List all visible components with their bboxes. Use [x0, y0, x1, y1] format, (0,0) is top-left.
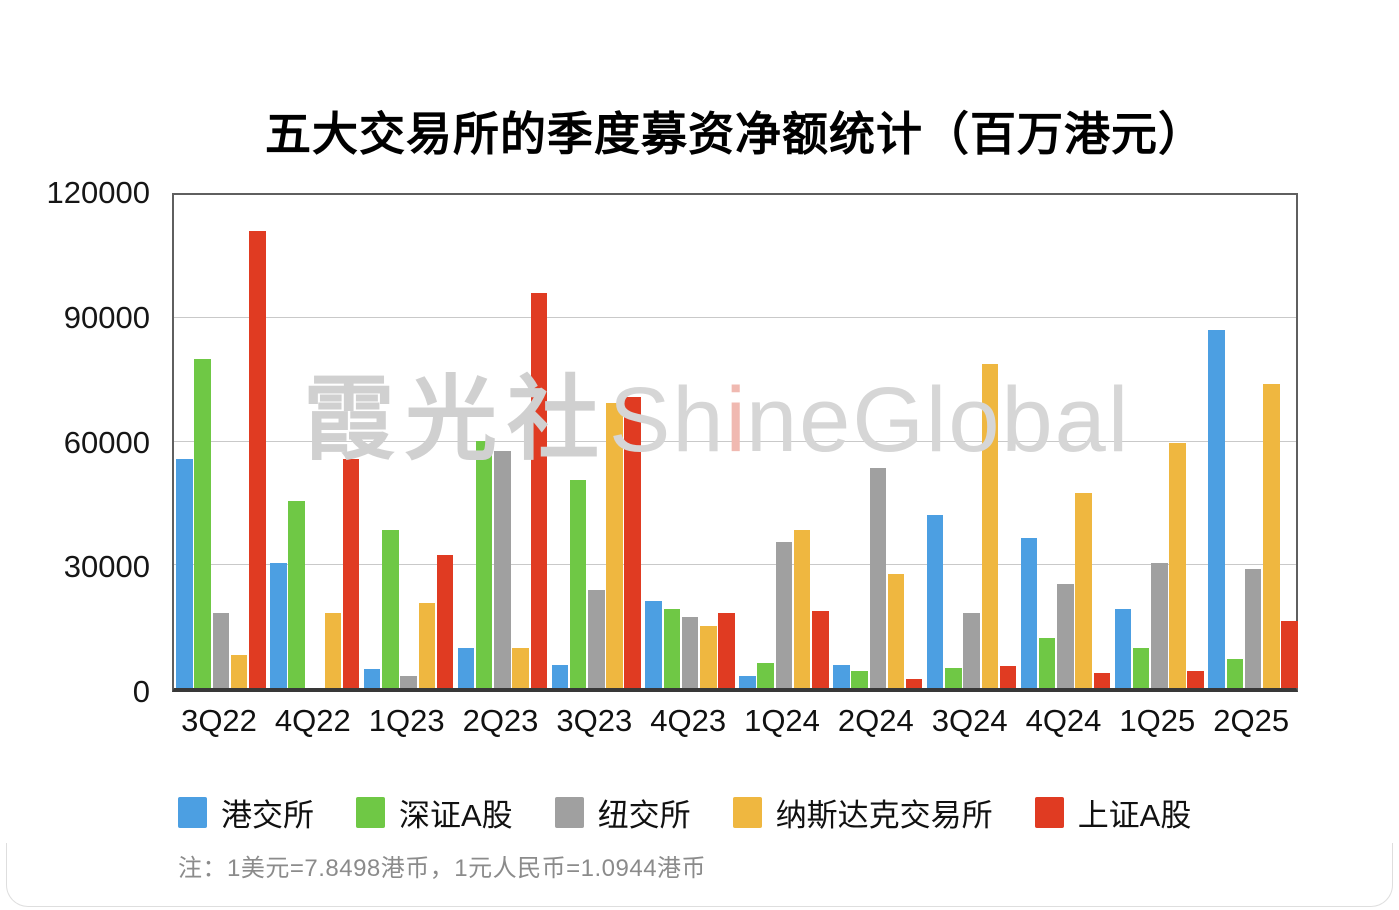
bar-上证A股-1Q23	[436, 555, 454, 688]
bar-纽交所-2Q24	[869, 468, 886, 688]
legend-item-港交所: 港交所	[178, 790, 314, 835]
bar-深证A股-1Q25	[1132, 648, 1150, 688]
bar-纽交所-2Q25	[1244, 569, 1262, 688]
y-tick-label-0: 0	[132, 674, 150, 709]
legend-swatch-港交所	[178, 797, 207, 828]
bar-纳斯达克交易所-1Q23	[418, 603, 436, 688]
x-tick-label-1Q24: 1Q24	[744, 703, 820, 738]
bar-上证A股-3Q23	[624, 397, 641, 688]
bar-上证A股-3Q22	[249, 231, 266, 688]
gridline-30000	[174, 563, 1296, 565]
bar-纽交所-4Q24	[1057, 584, 1074, 688]
y-tick-label-60000: 60000	[63, 424, 150, 460]
legend-swatch-深证A股	[356, 797, 385, 828]
bar-港交所-3Q23	[551, 665, 569, 688]
bar-纳斯达克交易所-2Q24	[887, 574, 905, 688]
x-tick-label-2Q25: 2Q25	[1213, 703, 1290, 738]
bar-纽交所-1Q24	[775, 542, 793, 688]
bar-纳斯达克交易所-4Q22	[324, 613, 342, 688]
legend-label-港交所: 港交所	[221, 798, 314, 833]
bar-港交所-2Q23	[457, 648, 475, 688]
bar-纳斯达克交易所-3Q23	[606, 403, 623, 688]
bar-纳斯达克交易所-3Q24	[981, 364, 999, 688]
bar-深证A股-3Q22	[194, 359, 211, 688]
x-tick-label-4Q22: 4Q22	[274, 703, 351, 738]
x-tick-label-3Q24: 3Q24	[931, 703, 1008, 738]
bar-纳斯达克交易所-3Q22	[230, 655, 248, 688]
y-tick-label-120000: 120000	[46, 175, 150, 210]
bar-港交所-1Q25	[1114, 609, 1132, 688]
bar-深证A股-1Q24	[757, 663, 774, 688]
bar-纽交所-3Q22	[212, 613, 230, 688]
bar-上证A股-2Q25	[1281, 621, 1298, 688]
bar-深证A股-2Q23	[475, 441, 493, 688]
bar-纳斯达克交易所-1Q25	[1169, 443, 1186, 688]
bar-港交所-1Q23	[363, 669, 381, 688]
y-tick-label-30000: 30000	[63, 549, 150, 585]
gridline-90000	[174, 317, 1296, 319]
bar-上证A股-4Q23	[718, 613, 735, 688]
bar-纳斯达克交易所-4Q24	[1075, 493, 1092, 688]
bar-纽交所-2Q23	[494, 451, 511, 688]
bar-港交所-3Q24	[926, 515, 944, 688]
bar-上证A股-3Q24	[999, 666, 1017, 688]
x-tick-label-3Q22: 3Q22	[181, 703, 257, 738]
bar-港交所-4Q22	[270, 563, 287, 688]
legend-label-深证A股: 深证A股	[399, 798, 513, 833]
bar-港交所-4Q24	[1020, 538, 1038, 688]
bar-纽交所-3Q24	[963, 613, 980, 688]
bar-深证A股-1Q23	[382, 530, 399, 688]
bar-上证A股-4Q22	[342, 459, 360, 688]
footnote: 注：1美元=7.8498港币，1元人民币=1.0944港币	[178, 855, 707, 882]
legend: 港交所 深证A股 纽交所 纳斯达克交易所 上证A股	[178, 790, 1191, 835]
x-tick-label-4Q23: 4Q23	[650, 703, 727, 738]
plot-area	[172, 193, 1298, 692]
bar-上证A股-2Q23	[530, 293, 548, 688]
x-tick-label-3Q23: 3Q23	[556, 703, 633, 738]
x-tick-label-2Q24: 2Q24	[837, 703, 914, 738]
bar-港交所-3Q22	[176, 459, 193, 688]
bar-深证A股-4Q24	[1038, 638, 1056, 688]
x-tick-label-2Q23: 2Q23	[462, 703, 539, 738]
bar-纽交所-3Q23	[588, 590, 605, 688]
bar-上证A股-4Q24	[1093, 673, 1111, 688]
bar-港交所-2Q25	[1208, 330, 1225, 688]
bar-港交所-4Q23	[645, 601, 662, 688]
legend-label-上证A股: 上证A股	[1077, 798, 1192, 833]
bar-上证A股-1Q24	[812, 611, 829, 688]
bar-深证A股-3Q24	[945, 668, 962, 688]
legend-item-纽交所: 纽交所	[554, 790, 691, 835]
legend-item-上证A股: 上证A股	[1034, 790, 1192, 835]
bar-纳斯达克交易所-2Q25	[1263, 384, 1280, 688]
bar-纽交所-1Q25	[1151, 563, 1168, 688]
x-tick-label-4Q24: 4Q24	[1025, 703, 1102, 738]
bar-深证A股-2Q25	[1226, 659, 1244, 688]
legend-swatch-纽交所	[554, 797, 584, 828]
gridline-60000	[174, 440, 1296, 442]
bar-港交所-1Q24	[739, 676, 756, 688]
y-tick-label-90000: 90000	[63, 299, 150, 335]
bar-深证A股-3Q23	[569, 480, 587, 688]
legend-label-纳斯达克交易所: 纳斯达克交易所	[775, 798, 993, 833]
bar-纽交所-1Q23	[400, 676, 417, 688]
bar-纳斯达克交易所-1Q24	[793, 530, 811, 688]
x-tick-label-1Q23: 1Q23	[368, 703, 445, 738]
legend-label-纽交所: 纽交所	[597, 798, 691, 833]
legend-swatch-上证A股	[1034, 797, 1064, 828]
x-tick-label-1Q25: 1Q25	[1119, 703, 1196, 738]
chart-title: 五大交易所的季度募资净额统计（百万港元）	[265, 108, 1205, 160]
bar-纽交所-4Q23	[681, 617, 699, 688]
legend-item-纳斯达克交易所: 纳斯达克交易所	[732, 790, 993, 835]
bar-纳斯达克交易所-4Q23	[700, 626, 717, 688]
bar-上证A股-1Q25	[1187, 671, 1204, 688]
legend-item-深证A股: 深证A股	[356, 790, 513, 835]
bar-港交所-2Q24	[833, 665, 850, 688]
bar-深证A股-4Q22	[288, 501, 305, 688]
bar-纳斯达克交易所-2Q23	[512, 648, 529, 688]
bar-深证A股-4Q23	[663, 609, 681, 688]
bar-深证A股-2Q24	[851, 671, 868, 688]
bar-上证A股-2Q24	[905, 679, 923, 688]
legend-swatch-纳斯达克交易所	[732, 797, 762, 828]
